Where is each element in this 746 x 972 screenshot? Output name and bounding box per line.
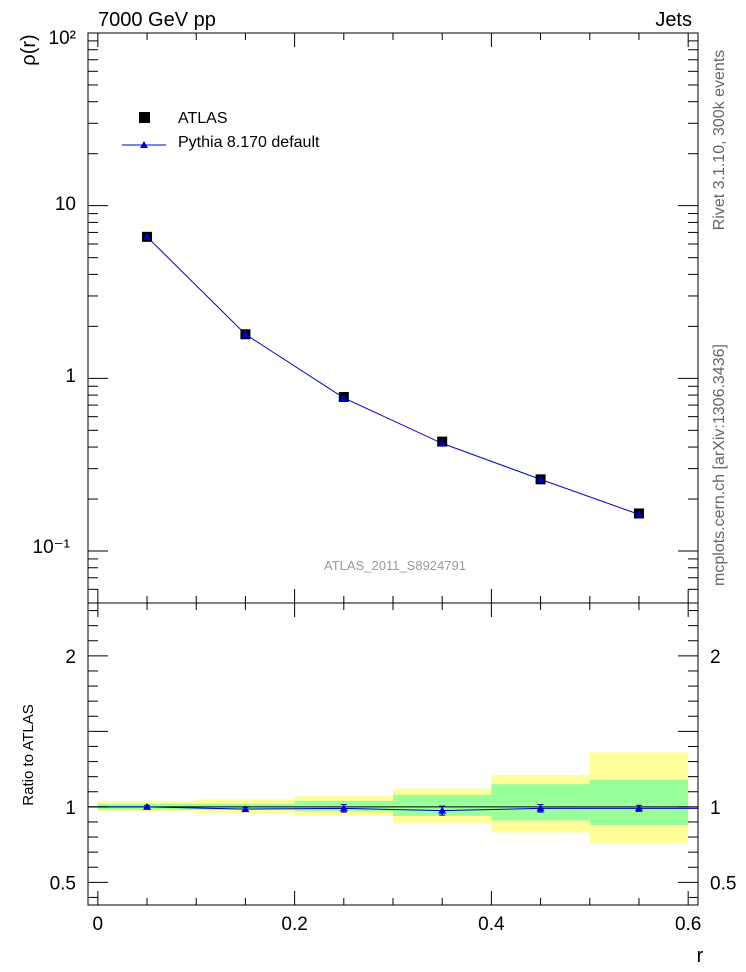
x-tick-label: 0.4 [478, 914, 505, 935]
main-ticks [88, 32, 698, 604]
ratio-point [438, 806, 447, 814]
ratio-y-tick-label-right: 2 [710, 647, 721, 668]
ratio-point [339, 804, 348, 812]
x-tick-label: 0 [93, 914, 104, 935]
ratio-y-tick-label-right: 1 [710, 798, 721, 819]
ratio-y-tick-label-right: 0.5 [710, 873, 736, 894]
ratio-marks [88, 802, 698, 816]
legend-label-pythia: Pythia 8.170 default [178, 134, 320, 151]
y-tick-label-0.1: 10⁻¹ [33, 537, 71, 558]
y-tick-label-1: 1 [65, 366, 76, 387]
ratio-point [634, 804, 643, 812]
ratio-y-tick-label: 1 [65, 798, 76, 819]
x-axis-title: r [697, 945, 704, 967]
ratio-panel: 0.5 0.5 1 1 2 2 0 0.2 0.4 0.6 Ratio to ATLAS r [20, 602, 736, 967]
ratio-y-tick-label: 2 [65, 647, 76, 668]
ratio-point [536, 804, 545, 812]
pythia-line [146, 236, 640, 515]
legend-label-atlas: ATLAS [178, 110, 228, 127]
y-tick-label-10: 10 [55, 194, 76, 215]
ratio-y-axis-title: Ratio to ATLAS [20, 704, 37, 805]
side-text-top: Rivet 3.1.10, 300k events [711, 50, 728, 231]
header-right-label: Jets [655, 9, 692, 31]
pythia-point [143, 232, 152, 240]
uncertainty-band-green [393, 794, 492, 816]
legend-marker-atlas [139, 112, 150, 123]
header-left-label: 7000 GeV pp [98, 9, 216, 31]
ratio-y-tick-label: 0.5 [50, 873, 76, 894]
uncertainty-band-green [491, 784, 590, 821]
ratio-bands [88, 752, 698, 844]
main-panel: ρ(r) 10⁻¹ 1 10 10² ATLAS Pythia 8.170 de… [18, 28, 699, 604]
uncertainty-band-green [589, 779, 689, 825]
pythia-point [634, 510, 643, 518]
legend: ATLAS Pythia 8.170 default [122, 110, 320, 151]
legend-marker-pythia [140, 141, 148, 148]
ratio-point [241, 805, 250, 813]
ratio-line [88, 806, 698, 812]
side-text-bottom: mcplots.cern.ch [arXiv:1306.3436] [711, 344, 728, 586]
ratio-point [143, 802, 152, 810]
pythia-point [438, 439, 447, 447]
main-marks [142, 231, 644, 519]
main-y-axis-title: ρ(r) [18, 34, 40, 65]
pythia-point [241, 330, 250, 338]
pythia-point [536, 475, 545, 483]
pythia-point [339, 393, 348, 401]
analysis-watermark: ATLAS_2011_S8924791 [324, 558, 466, 573]
ratio-ticks: 0.5 0.5 1 1 2 2 0 0.2 0.4 0.6 [50, 603, 736, 935]
x-tick-label: 0.2 [281, 914, 307, 935]
y-tick-label-100: 10² [49, 28, 76, 49]
x-tick-label: 0.6 [675, 914, 701, 935]
